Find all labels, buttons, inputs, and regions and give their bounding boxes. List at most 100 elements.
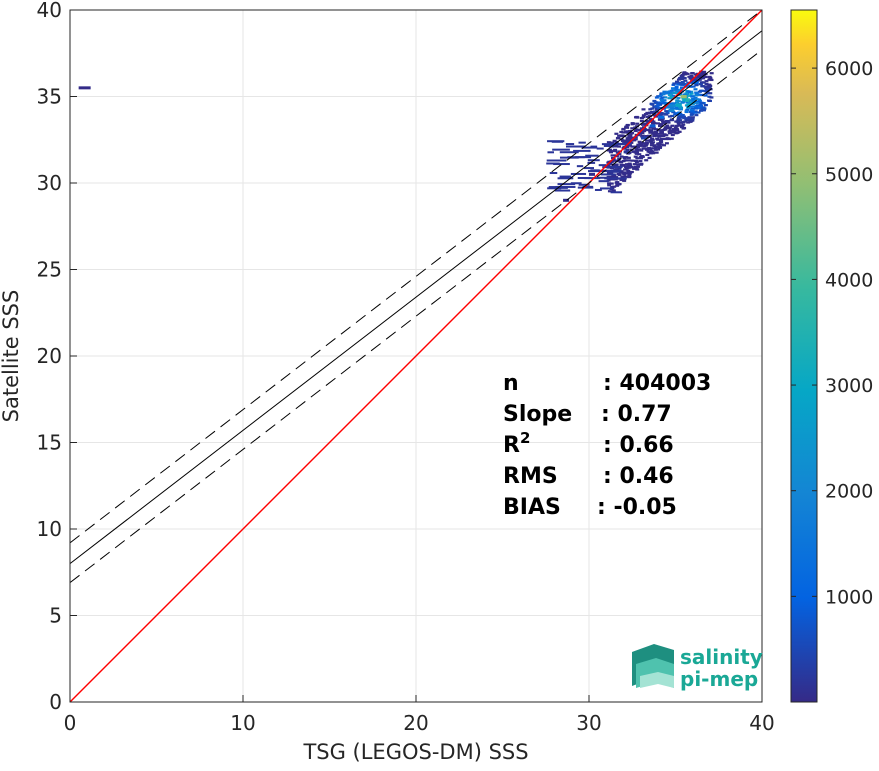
heatmap-bin (700, 93, 705, 97)
heatmap-bin (621, 127, 626, 131)
heatmap-bin (609, 151, 614, 154)
heatmap-bin (661, 122, 666, 125)
heatmap-bin (630, 145, 635, 148)
heatmap-bin (617, 157, 622, 160)
heatmap-bin (665, 111, 670, 115)
heatmap-bin (697, 73, 702, 76)
heatmap-bin (657, 144, 662, 147)
heatmap-bin (690, 112, 695, 115)
heatmap-bin (615, 182, 620, 185)
heatmap-bin (681, 72, 686, 75)
heatmap-bin (648, 108, 653, 111)
heatmap-bin (614, 132, 619, 135)
heatmap-bin (653, 101, 658, 104)
heatmap-bin (633, 136, 638, 139)
heatmap-bin (694, 91, 699, 94)
heatmap-bin (675, 107, 680, 110)
stat-value: : 0.77 (601, 402, 672, 427)
stat-value: : -0.05 (597, 495, 677, 520)
heatmap-bin (587, 161, 596, 164)
heatmap-bin (663, 137, 668, 141)
heatmap-bin (669, 105, 674, 108)
heatmap-bin (636, 145, 641, 148)
heatmap-bin (638, 142, 643, 145)
colorbar-tick-label: 4000 (825, 269, 873, 291)
x-tick-label: 40 (749, 711, 774, 735)
heatmap-bin (708, 84, 713, 88)
heatmap-bin (632, 145, 637, 148)
heatmap-bin (669, 137, 674, 140)
heatmap-bin (630, 131, 635, 134)
y-tick-label: 15 (37, 431, 62, 455)
heatmap-bin (699, 89, 704, 92)
heatmap-bin (667, 97, 672, 100)
heatmap-bin (623, 165, 628, 168)
heatmap-bin (702, 75, 707, 79)
heatmap-bin (651, 147, 656, 150)
heatmap-bin (624, 172, 629, 175)
heatmap-bin (638, 131, 643, 134)
heatmap-bin (656, 95, 661, 98)
heatmap-bin (670, 130, 675, 133)
heatmap-bin (622, 179, 627, 182)
heatmap-bin (685, 89, 690, 93)
heatmap-bin (703, 90, 708, 93)
heatmap-bin (619, 170, 624, 173)
heatmap-bin (606, 164, 611, 167)
heatmap-bin (559, 156, 579, 159)
heatmap-bin (610, 175, 615, 179)
heatmap-bin (626, 152, 631, 155)
heatmap-bin (649, 149, 654, 153)
heatmap-bin (632, 167, 637, 170)
heatmap-bin (648, 111, 653, 114)
heatmap-bin (688, 85, 693, 88)
heatmap-bin (656, 132, 661, 135)
heatmap-bin (653, 110, 658, 113)
heatmap-bin (674, 87, 679, 91)
heatmap-bin (632, 163, 637, 166)
heatmap-bin (662, 101, 667, 104)
heatmap-bin (685, 101, 690, 104)
heatmap-bin (669, 106, 674, 109)
y-tick-label: 35 (37, 85, 62, 109)
heatmap-cell (675, 103, 682, 107)
heatmap-bin (619, 155, 624, 158)
heatmap-bin (665, 106, 670, 109)
heatmap-bin (703, 94, 708, 97)
heatmap-bin (660, 106, 665, 110)
heatmap-bin (627, 135, 632, 138)
heatmap-bin (686, 103, 691, 106)
heatmap-bin (645, 153, 650, 157)
fit-lines (70, 10, 762, 702)
colorbar-tick-label: 5000 (825, 164, 873, 186)
heatmap-bin (704, 82, 709, 86)
heatmap-bin (599, 187, 614, 190)
heatmap-bin (681, 123, 686, 126)
heatmap-bin (680, 101, 685, 104)
one-to-one-line (70, 10, 762, 702)
heatmap-bin (687, 75, 692, 78)
heatmap-bin (677, 115, 682, 118)
heatmap-bin (643, 144, 648, 147)
heatmap-bin (626, 159, 631, 162)
y-tick-label: 0 (49, 690, 62, 714)
heatmap-bin (672, 89, 677, 92)
heatmap-bin (663, 121, 668, 124)
heatmap-bin (637, 148, 642, 151)
heatmap-bin (656, 148, 661, 151)
heatmap-bin (696, 106, 701, 109)
heatmap-bin (656, 104, 661, 107)
heatmap-bin (625, 140, 630, 143)
heatmap-bin (622, 140, 627, 143)
heatmap-bin (657, 145, 662, 148)
heatmap-bin (686, 98, 691, 101)
heatmap-bin (647, 134, 652, 137)
heatmap-bin (603, 144, 615, 147)
grid-lines (70, 10, 762, 702)
heatmap-bin (697, 78, 702, 81)
heatmap-bin (682, 117, 687, 120)
heatmap-bin (662, 144, 667, 147)
heatmap-bin (628, 164, 633, 167)
logo-text-pi-mep: pi-mep (680, 667, 758, 691)
heatmap-bin (659, 143, 664, 146)
